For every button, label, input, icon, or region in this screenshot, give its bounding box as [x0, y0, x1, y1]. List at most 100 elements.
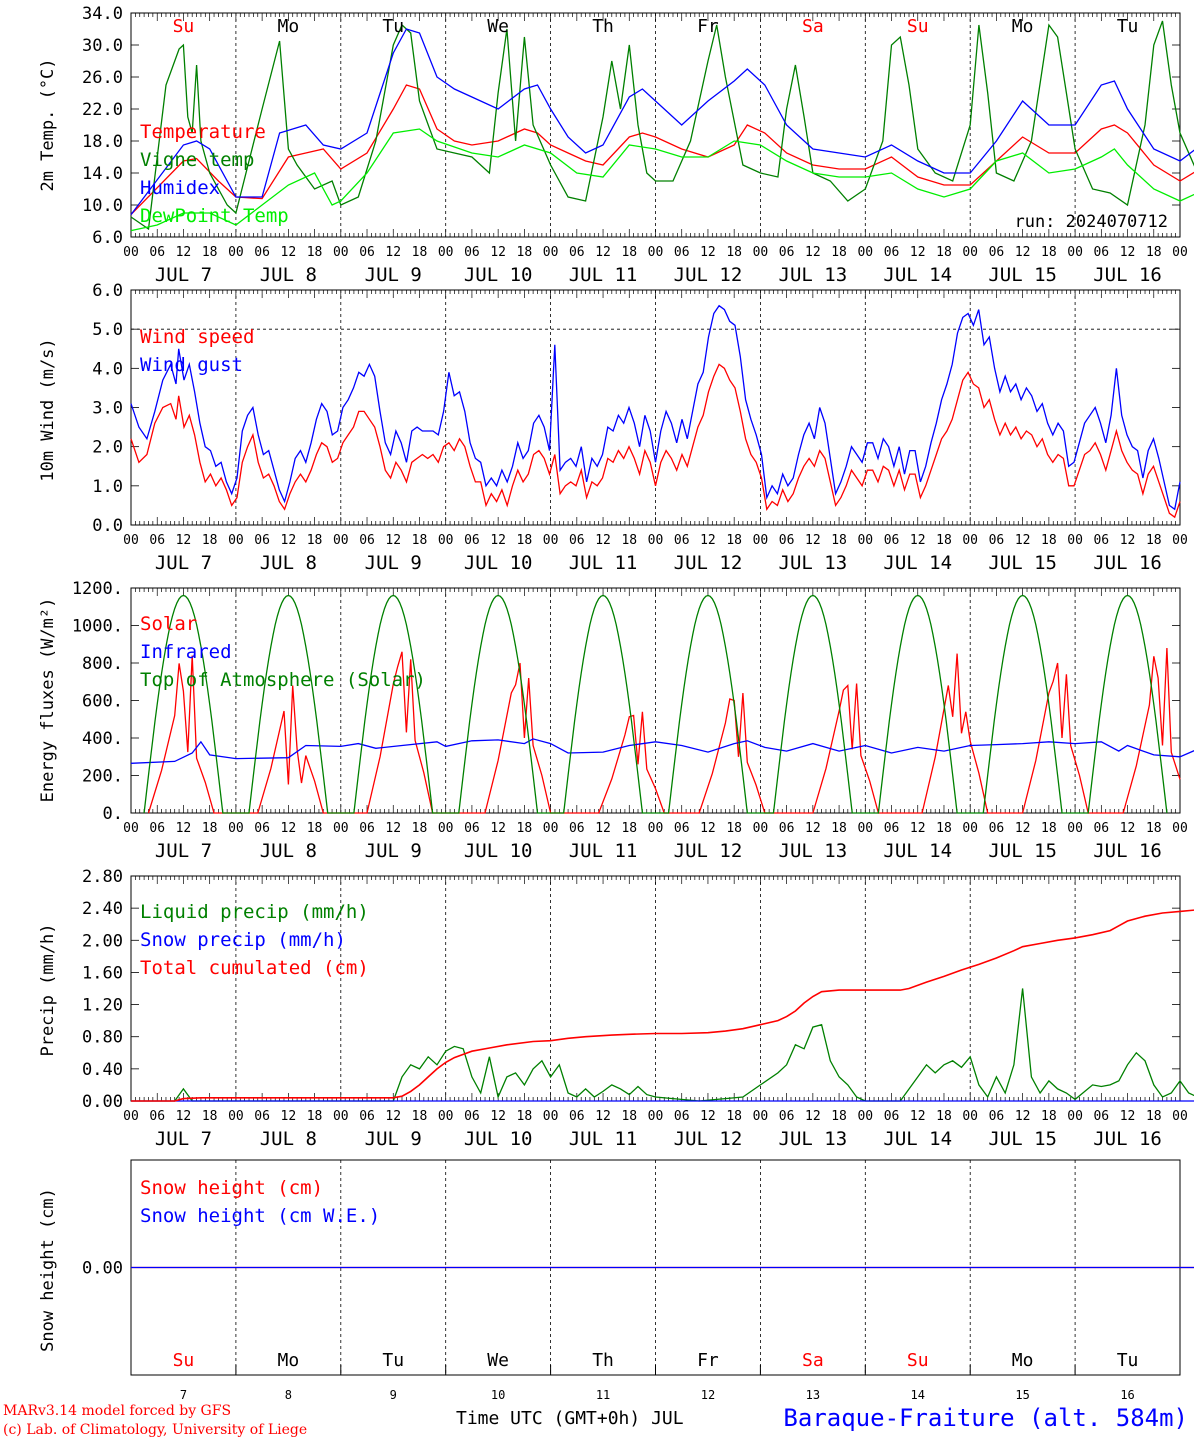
day-number-label: 11: [596, 1388, 610, 1402]
hour-tick-label: 06: [359, 245, 375, 260]
hour-tick-label: 06: [779, 533, 795, 548]
hour-tick-label: 06: [149, 533, 165, 548]
y-tick-label: 6.0: [92, 228, 123, 248]
hour-tick-label: 00: [753, 245, 769, 260]
weekday-label: Mo: [1012, 1350, 1034, 1371]
hour-tick-label: 18: [1146, 821, 1162, 836]
hour-tick-label: 12: [1120, 245, 1136, 260]
hour-tick-label: 06: [1093, 245, 1109, 260]
hour-tick-label: 06: [464, 245, 480, 260]
hour-tick-label: 06: [254, 1109, 270, 1124]
hour-tick-label: 00: [228, 1109, 244, 1124]
hour-tick-label: 18: [1041, 533, 1057, 548]
run-label: run: 2024070712: [1014, 212, 1168, 232]
y-tick-label: 400.: [82, 729, 123, 749]
y-tick-label: 0.00: [82, 1259, 123, 1279]
day-label: JUL 12: [674, 1128, 743, 1150]
hour-tick-label: 12: [1120, 1109, 1136, 1124]
hour-tick-label: 18: [412, 821, 428, 836]
y-tick-label: 4.0: [92, 359, 123, 379]
hour-tick-label: 00: [753, 821, 769, 836]
day-label: JUL 14: [883, 840, 952, 862]
hour-tick-label: 00: [228, 245, 244, 260]
hour-tick-label: 06: [674, 1109, 690, 1124]
hour-tick-label: 12: [490, 533, 506, 548]
y-axis-title: Energy fluxes (W/m²): [38, 598, 58, 803]
hour-tick-label: 12: [1015, 533, 1031, 548]
day-label: JUL 14: [883, 552, 952, 574]
hour-tick-label: 12: [910, 1109, 926, 1124]
weekday-label: Fr: [697, 16, 719, 37]
legend-entry: Total cumulated (cm): [140, 957, 369, 979]
hour-tick-label: 12: [281, 533, 297, 548]
day-label: JUL 10: [464, 1128, 533, 1150]
weekday-label: We: [487, 16, 509, 37]
hour-tick-label: 00: [123, 245, 139, 260]
hour-tick-label: 00: [123, 1109, 139, 1124]
hour-tick-label: 06: [989, 821, 1005, 836]
hour-tick-label: 00: [1172, 1109, 1188, 1124]
y-tick-label: 1200.: [72, 579, 123, 599]
series-line: [130, 84, 1194, 216]
hour-tick-label: 12: [805, 533, 821, 548]
hour-tick-label: 00: [1172, 245, 1188, 260]
hour-tick-label: 18: [831, 245, 847, 260]
y-tick-label: 0.: [103, 804, 123, 824]
hour-tick-label: 18: [307, 1109, 323, 1124]
day-label: JUL 16: [1093, 1128, 1162, 1150]
day-label: JUL 16: [1093, 552, 1162, 574]
legend-entry: Liquid precip (mm/h): [140, 901, 369, 923]
weekday-label: Tu: [1117, 1350, 1139, 1371]
hour-tick-label: 00: [1172, 821, 1188, 836]
hour-tick-label: 18: [621, 821, 637, 836]
hour-tick-label: 00: [333, 245, 349, 260]
weekday-label: Th: [592, 1350, 614, 1371]
time-axis-title: Time UTC (GMT+0h) JUL: [456, 1408, 684, 1429]
hour-tick-label: 12: [805, 245, 821, 260]
hour-tick-label: 12: [176, 245, 192, 260]
weekday-label: We: [487, 1350, 509, 1371]
weekday-label: Sa: [802, 16, 824, 37]
hour-tick-label: 06: [779, 821, 795, 836]
series-line: [131, 988, 1194, 1102]
legend-entry: Temperature: [140, 121, 266, 143]
day-number-label: 7: [180, 1388, 187, 1402]
y-tick-label: 30.0: [82, 36, 123, 56]
y-axis-title: 2m Temp. (°C): [38, 58, 58, 191]
y-tick-label: 2.00: [82, 931, 123, 951]
hour-tick-label: 12: [910, 821, 926, 836]
hour-tick-label: 06: [989, 533, 1005, 548]
hour-tick-label: 00: [857, 245, 873, 260]
weekday-label: Su: [173, 16, 195, 37]
y-tick-label: 0.0: [92, 516, 123, 536]
hour-tick-label: 12: [1015, 245, 1031, 260]
day-label: JUL 8: [260, 840, 317, 862]
hour-tick-label: 12: [805, 1109, 821, 1124]
day-label: JUL 10: [464, 264, 533, 286]
hour-tick-label: 06: [884, 245, 900, 260]
day-label: JUL 15: [988, 840, 1057, 862]
hour-tick-label: 00: [962, 1109, 978, 1124]
y-tick-label: 14.0: [82, 164, 123, 184]
hour-tick-label: 06: [989, 1109, 1005, 1124]
day-label: JUL 7: [155, 840, 212, 862]
y-tick-label: 2.0: [92, 438, 123, 458]
hour-tick-label: 00: [543, 1109, 559, 1124]
day-label: JUL 9: [365, 264, 422, 286]
weekday-label: Mo: [278, 1350, 300, 1371]
y-tick-label: 1.60: [82, 963, 123, 983]
hour-tick-label: 18: [307, 533, 323, 548]
day-number-label: 13: [806, 1388, 820, 1402]
day-number-label: 9: [390, 1388, 397, 1402]
hour-tick-label: 18: [1146, 1109, 1162, 1124]
temperature-panel: 00 06 12 18 00 06 12 18 00 06 12 18 00 06 12 18 00 06 12 18…: [38, 4, 1194, 286]
hour-tick-label: 18: [726, 1109, 742, 1124]
hour-tick-label: 00: [543, 821, 559, 836]
hour-tick-label: 12: [176, 533, 192, 548]
hour-tick-label: 18: [517, 1109, 533, 1124]
y-axis-title: Snow height (cm): [38, 1188, 58, 1352]
day-label: JUL 13: [779, 840, 848, 862]
hour-tick-label: 12: [281, 821, 297, 836]
hour-tick-label: 18: [831, 821, 847, 836]
series-line: [131, 909, 1194, 1102]
